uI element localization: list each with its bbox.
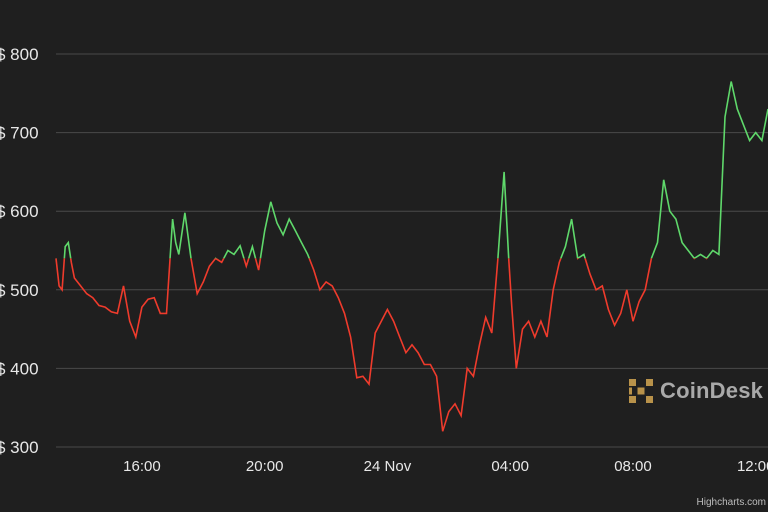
coindesk-logo-text: CoinDesk: [660, 378, 764, 403]
y-tick-label: $ 500: [0, 281, 39, 300]
coindesk-logo: CoinDesk: [628, 378, 763, 404]
y-axis-labels: $ 300 $ 400 $ 500 $ 600 $ 700 $ 800: [0, 45, 39, 457]
x-tick-label: 08:00: [614, 458, 652, 475]
x-tick-label: 04:00: [491, 458, 529, 475]
x-axis-labels: 16:00 20:00 24 Nov 04:00 08:00 12:00: [123, 458, 768, 475]
highcharts-credit[interactable]: Highcharts.com: [696, 497, 766, 508]
y-tick-label: $ 700: [0, 124, 39, 143]
x-tick-label: 20:00: [246, 458, 284, 475]
y-tick-label: $ 300: [0, 438, 39, 457]
y-tick-label: $ 400: [0, 359, 39, 378]
price-line-below-baseline: [55, 258, 708, 432]
x-tick-label: 24 Nov: [364, 458, 412, 475]
y-tick-label: $ 800: [0, 45, 39, 64]
y-tick-label: $ 600: [0, 202, 39, 221]
x-tick-label: 16:00: [123, 458, 161, 475]
coindesk-logo-icon: [629, 379, 653, 403]
x-tick-label: 12:00: [737, 458, 768, 475]
gridlines: [56, 53, 768, 448]
